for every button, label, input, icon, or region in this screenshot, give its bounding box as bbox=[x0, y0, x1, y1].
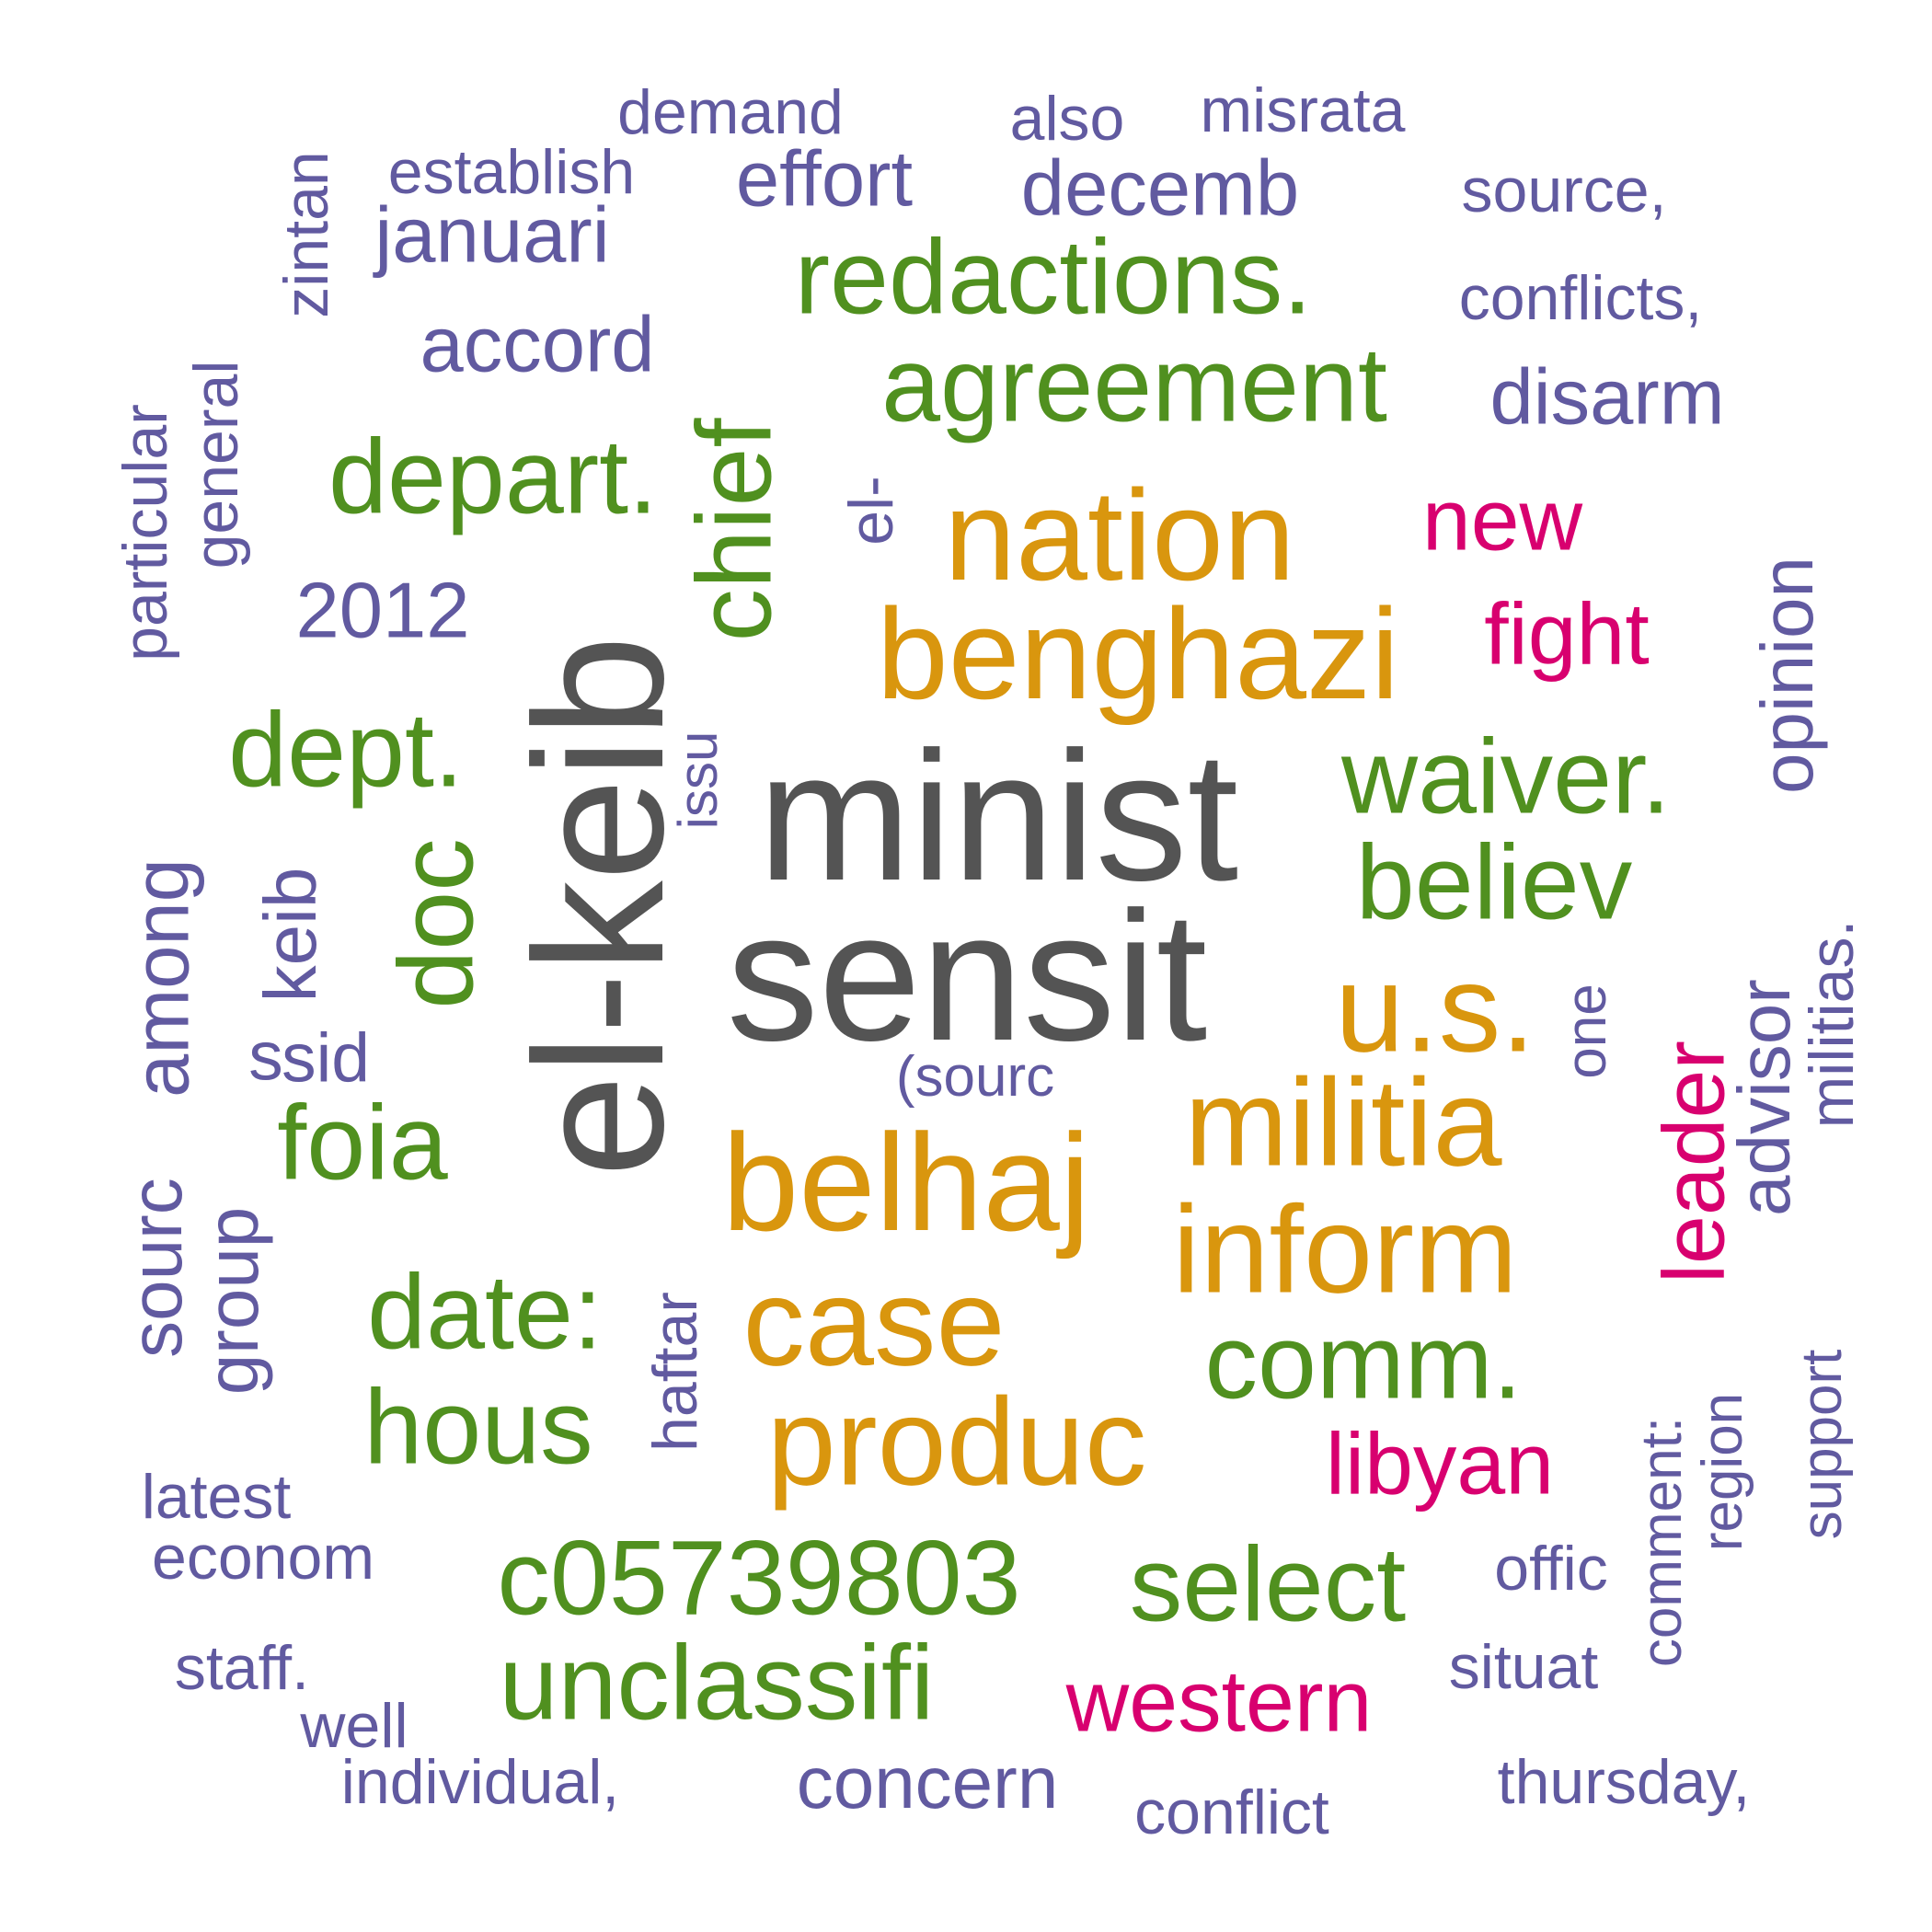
word-conflicts: conflicts, bbox=[1458, 263, 1703, 333]
word-inform: inform bbox=[1172, 1179, 1518, 1319]
word-nation: nation bbox=[944, 463, 1295, 607]
word-particular: particular bbox=[110, 404, 180, 661]
word-el-keib: el-keib bbox=[497, 635, 702, 1178]
word-doc: doc bbox=[377, 838, 496, 1009]
word-benghazi: benghazi bbox=[876, 581, 1400, 726]
word-well: well bbox=[300, 1691, 408, 1761]
word-select: select bbox=[1129, 1525, 1407, 1644]
word-comm: comm. bbox=[1204, 1303, 1523, 1421]
word-u.s.: u.s. bbox=[1335, 938, 1535, 1078]
word-sid: sid bbox=[282, 1018, 370, 1097]
word-libyan: libyan bbox=[1325, 1415, 1555, 1513]
word-minist: minist bbox=[757, 714, 1239, 919]
word-el: el- bbox=[836, 476, 906, 546]
word-depart: depart. bbox=[328, 418, 659, 536]
word-c05739803: c05739803 bbox=[497, 1519, 1021, 1638]
word-issu: issu bbox=[667, 730, 729, 830]
word-thursday: thursday, bbox=[1497, 1747, 1751, 1817]
word-januari: januari bbox=[374, 191, 610, 280]
word-sourc-open: (sourc bbox=[895, 1045, 1055, 1109]
word-decemb: decemb bbox=[1020, 144, 1300, 233]
word-sourc: sourc bbox=[115, 1178, 197, 1358]
word-sensit: sensit bbox=[726, 874, 1208, 1079]
word-new: new bbox=[1421, 471, 1583, 569]
word-2012: 2012 bbox=[295, 567, 470, 655]
word-militia: militia bbox=[1184, 1052, 1502, 1192]
word-redactions: redactions. bbox=[794, 218, 1313, 337]
word-offic: offic bbox=[1494, 1534, 1608, 1604]
word-concern: concern bbox=[796, 1742, 1059, 1823]
word-situat: situat bbox=[1448, 1632, 1599, 1702]
word-source: source, bbox=[1461, 155, 1667, 225]
word-zintan: zintan bbox=[271, 151, 341, 318]
word-militias: militias. bbox=[1797, 919, 1867, 1129]
word-date: date: bbox=[367, 1253, 603, 1372]
word-accord: accord bbox=[420, 301, 655, 389]
word-econom: econom bbox=[152, 1523, 374, 1593]
word-case: case bbox=[742, 1252, 1006, 1392]
word-group: group bbox=[191, 1206, 273, 1396]
word-effort: effort bbox=[735, 135, 914, 224]
word-chief: chief bbox=[675, 418, 794, 642]
word-dept: dept. bbox=[228, 691, 464, 810]
word-opinion: opinion bbox=[1746, 556, 1828, 795]
word-latest: latest bbox=[141, 1462, 292, 1532]
word-foia: foia bbox=[277, 1084, 448, 1202]
word-region: region bbox=[1691, 1392, 1754, 1552]
word-keib: keib bbox=[249, 867, 331, 1003]
word-individual: individual, bbox=[340, 1747, 620, 1817]
word-disarm: disarm bbox=[1489, 353, 1725, 442]
word-establish: establish bbox=[387, 137, 636, 207]
word-unclassifi: unclassifi bbox=[499, 1624, 935, 1742]
word-haftar: haftar bbox=[640, 1292, 710, 1452]
word-hous: hous bbox=[363, 1368, 593, 1487]
word-believ: believ bbox=[1355, 823, 1633, 942]
word-belhaj: belhaj bbox=[721, 1105, 1091, 1259]
word-produc: produc bbox=[766, 1372, 1147, 1512]
word-staff: staff. bbox=[174, 1633, 310, 1703]
word-fight: fight bbox=[1484, 585, 1650, 684]
word-misrata: misrata bbox=[1200, 75, 1406, 145]
word-general: general bbox=[181, 360, 251, 569]
word-among: among bbox=[118, 858, 206, 1098]
word-western: western bbox=[1065, 1652, 1373, 1751]
word-also: also bbox=[1009, 84, 1125, 154]
word-agreement: agreement bbox=[881, 326, 1387, 444]
word-demand: demand bbox=[617, 77, 844, 147]
word-conflict: conflict bbox=[1134, 1777, 1329, 1847]
word-waiver: waiver. bbox=[1341, 718, 1671, 836]
word-support: support bbox=[1790, 1349, 1854, 1540]
word-s: s bbox=[248, 1017, 283, 1095]
word-advisor: advisor bbox=[1723, 979, 1805, 1216]
word-comment: comment: bbox=[1630, 1416, 1694, 1668]
word-one: one bbox=[1555, 983, 1618, 1079]
